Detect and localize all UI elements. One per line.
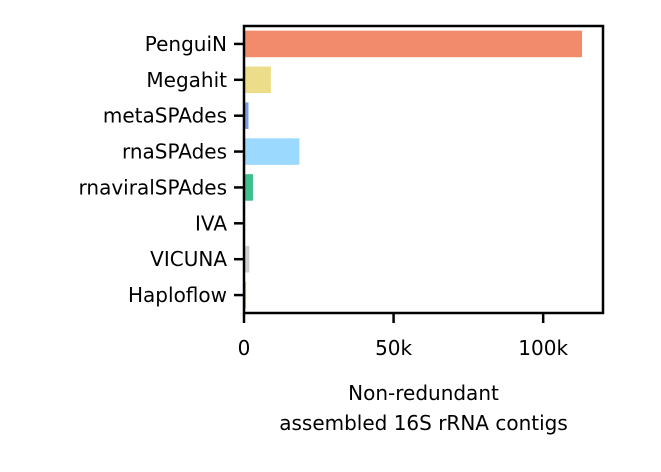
y-tick-label: Haploflow [128,283,227,307]
y-tick-label: rnaviralSPAdes [79,175,227,199]
bars-group [244,30,583,309]
x-axis-ticks: 0 50k 100k [238,313,568,360]
x-tick-label: 100k [518,336,568,360]
bar-vicuna [244,245,250,273]
y-axis-ticks: PenguiN Megahit metaSPAdes rnaSPAdes rnavira… [79,32,244,307]
bar-rnaviralspades [244,174,253,201]
plot-frame [242,24,605,315]
y-tick-label: Megahit [146,68,227,92]
bar-rnaspades [244,138,300,165]
x-axis-title-line-1: Non-redundant [348,381,499,405]
y-tick-label: IVA [195,211,227,235]
x-axis-title-line-2: assembled 16S rRNA contigs [279,411,568,435]
bar-metaspades [244,102,249,129]
y-tick-label: PenguiN [145,32,227,56]
x-tick-label: 50k [375,336,412,360]
bar-megahit [244,66,271,94]
bar-penguin [244,30,583,58]
y-tick-label: VICUNA [150,247,227,271]
y-tick-label: rnaSPAdes [122,140,227,164]
x-tick-label: 0 [238,336,251,360]
y-tick-label: metaSPAdes [103,104,227,128]
